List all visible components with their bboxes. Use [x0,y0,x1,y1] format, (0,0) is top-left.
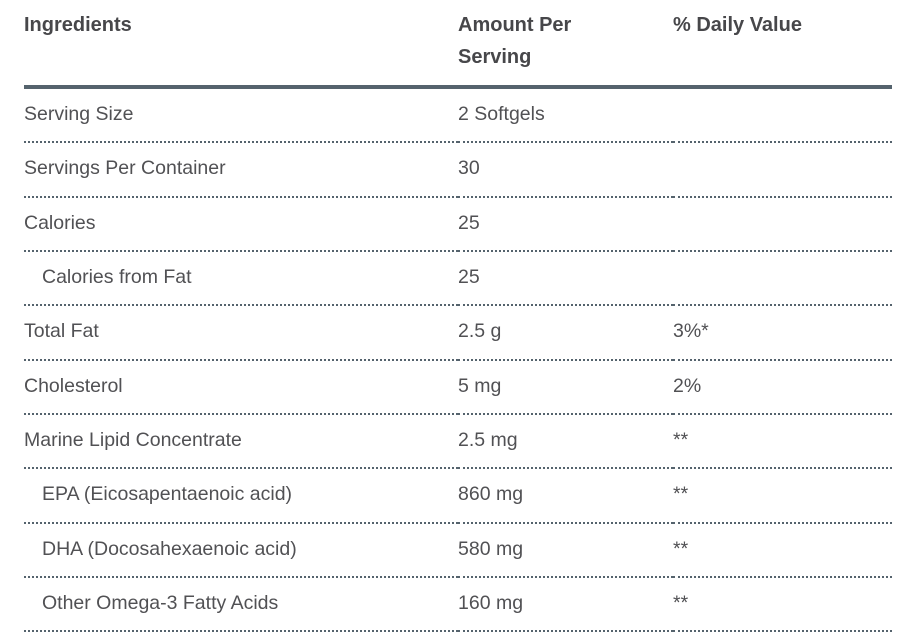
daily-value-cell [673,196,892,253]
table-row: Total Fat 2.5 g 3%* [24,305,892,361]
table-row: EPA (Eicosapentaenoic acid) 860 mg ** [24,468,892,524]
daily-value-cell: ** [673,577,892,632]
table-row: DHA (Docosahexaenoic acid) 580 mg ** [24,522,892,579]
table-row: Other Omega-3 Fatty Acids 160 mg ** [24,577,892,632]
amount-cell: 25 [458,196,673,253]
ingredient-cell: Other Omega-3 Fatty Acids [24,577,458,632]
table-row: Calories 25 [24,196,892,253]
daily-value-cell: ** [673,414,892,470]
amount-cell: 25 [458,251,673,307]
amount-cell: 2 Softgels [458,87,673,144]
table-header: Ingredients Amount Per Serving % Daily V… [24,0,892,89]
table-body: Serving Size 2 Softgels Servings Per Con… [24,87,892,632]
daily-value-cell: ** [673,522,892,579]
table-row: Cholesterol 5 mg 2% [24,359,892,416]
ingredient-cell: Calories [24,196,458,253]
column-header-label: Ingredients [24,14,132,36]
column-header-ingredients: Ingredients [24,0,458,89]
ingredient-cell: EPA (Eicosapentaenoic acid) [24,468,458,524]
column-header-label: % Daily Value [673,14,802,36]
daily-value-cell: 2% [673,359,892,416]
ingredient-cell: Calories from Fat [24,251,458,307]
table-row: Servings Per Container 30 [24,142,892,198]
daily-value-cell [673,142,892,198]
ingredient-cell: Total Fat [24,305,458,361]
table-row: Marine Lipid Concentrate 2.5 mg ** [24,414,892,470]
ingredient-cell: Servings Per Container [24,142,458,198]
column-header-label: Amount Per Serving [458,14,572,68]
column-header-daily-value: % Daily Value [673,0,892,89]
ingredient-cell: DHA (Docosahexaenoic acid) [24,522,458,579]
column-header-amount-per-serving: Amount Per Serving [458,0,673,89]
daily-value-cell [673,87,892,144]
ingredients-table: Ingredients Amount Per Serving % Daily V… [24,0,892,632]
header-row: Ingredients Amount Per Serving % Daily V… [24,0,892,89]
daily-value-cell [673,251,892,307]
daily-value-cell: ** [673,468,892,524]
amount-cell: 30 [458,142,673,198]
table-row: Serving Size 2 Softgels [24,87,892,144]
amount-cell: 2.5 mg [458,414,673,470]
amount-cell: 580 mg [458,522,673,579]
amount-cell: 2.5 g [458,305,673,361]
daily-value-cell: 3%* [673,305,892,361]
amount-cell: 5 mg [458,359,673,416]
ingredient-cell: Cholesterol [24,359,458,416]
table-row: Calories from Fat 25 [24,251,892,307]
ingredient-cell: Marine Lipid Concentrate [24,414,458,470]
amount-cell: 860 mg [458,468,673,524]
ingredient-cell: Serving Size [24,87,458,144]
amount-cell: 160 mg [458,577,673,632]
